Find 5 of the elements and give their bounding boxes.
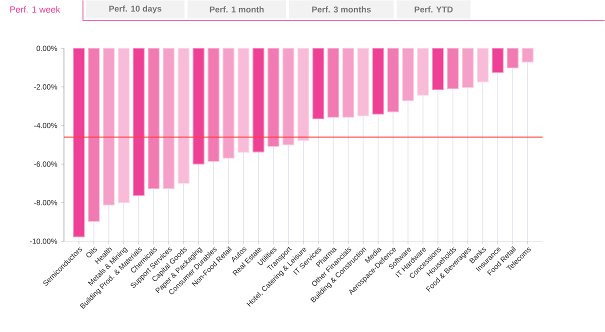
text: Perf. 1 month (210, 6, 264, 12)
chart-title: Perf. 1 week (10, 6, 60, 13)
text: Perf. 10 days (109, 5, 162, 14)
text: Perf. 3 months (312, 6, 371, 12)
text: Perf. YTD (414, 6, 453, 12)
